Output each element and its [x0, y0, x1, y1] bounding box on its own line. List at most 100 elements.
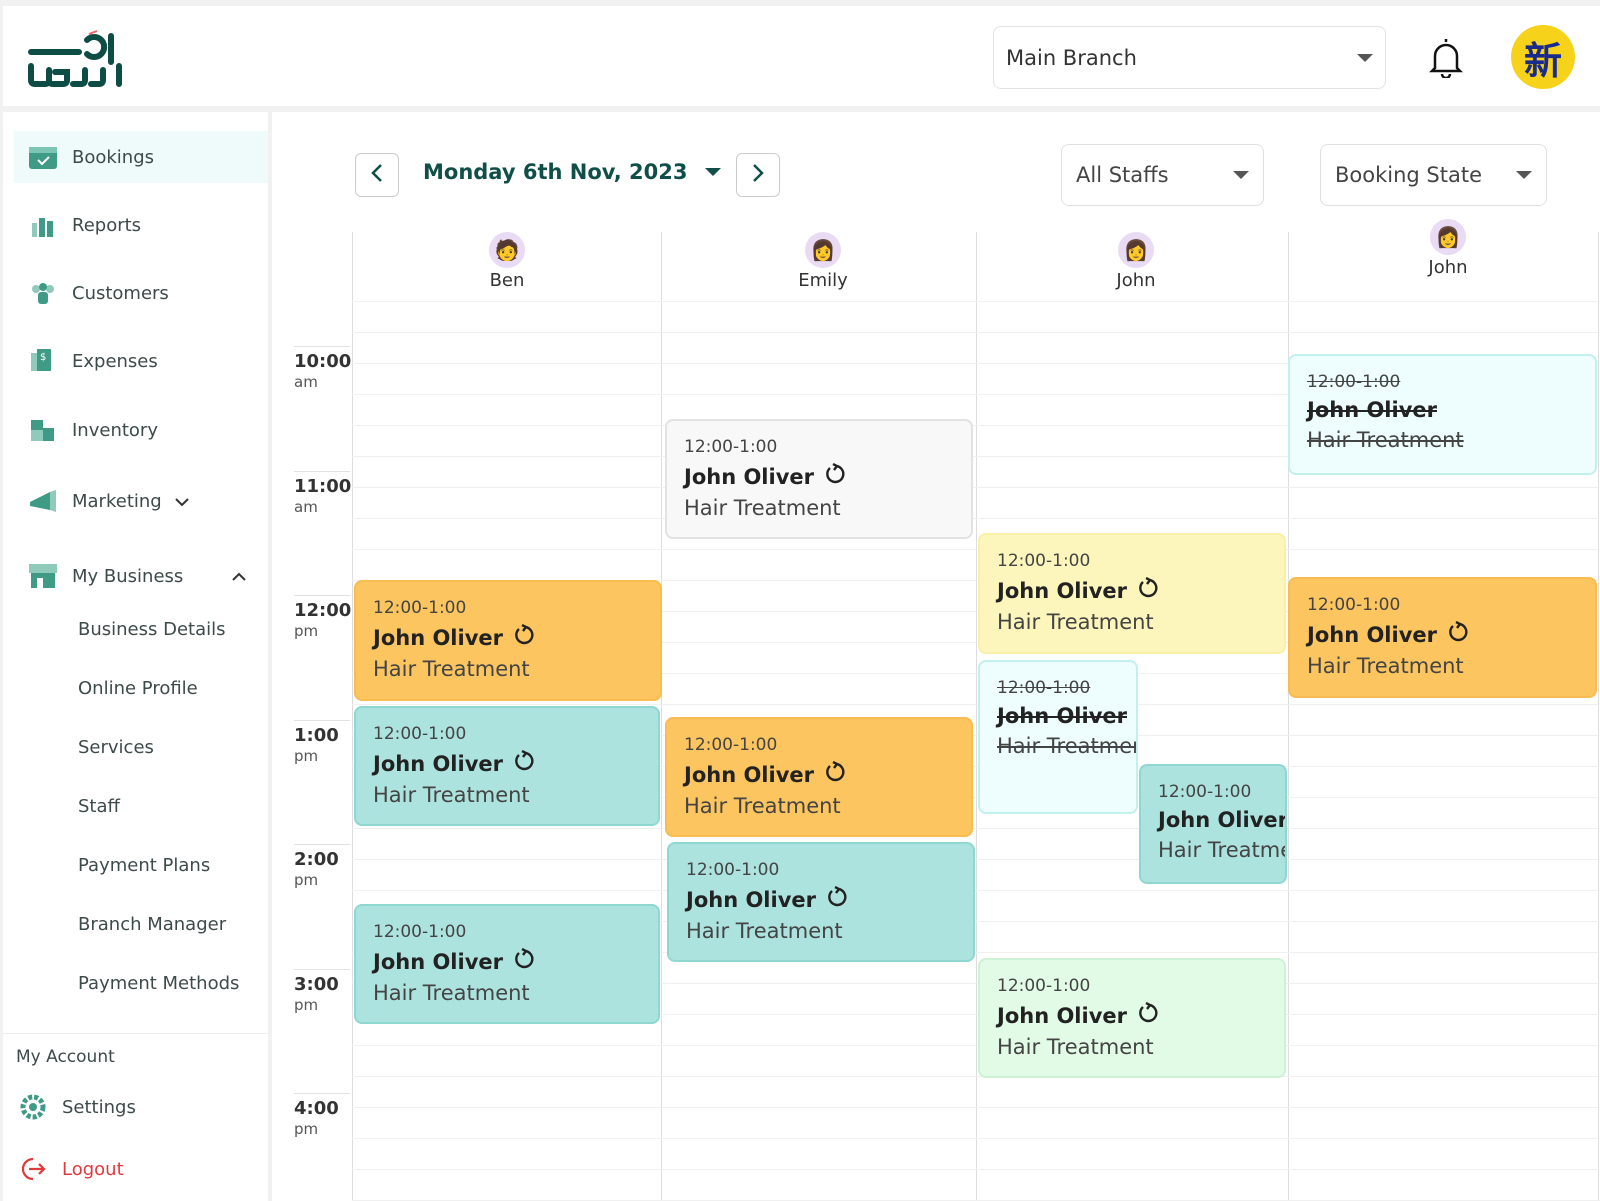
time-label: 3:00 pm — [294, 973, 339, 1015]
logout-icon — [18, 1156, 48, 1182]
caret-down-icon — [1516, 171, 1532, 179]
sidebar-sub-branch-manager[interactable]: Branch Manager — [78, 914, 227, 935]
booking-card[interactable]: 12:00-1:00 John Oliver Hair Treatment — [667, 842, 975, 962]
time-hour: 2:00 — [294, 849, 339, 870]
staff-name: John — [1116, 270, 1156, 291]
booking-card[interactable]: 12:00-1:00 John Oliver Hair Treatment — [665, 717, 973, 837]
chevron-left-icon — [371, 163, 383, 187]
booking-customer: John Oliver — [373, 625, 503, 650]
booking-time: 12:00-1:00 — [373, 724, 467, 744]
slot-line — [352, 425, 1600, 426]
booking-card[interactable]: 12:00-1:00 John Oliver Hair Treatment — [1288, 577, 1597, 698]
time-label: 11:00 am — [294, 475, 352, 517]
booking-time: 12:00-1:00 — [686, 860, 780, 880]
sidebar-item-bookings[interactable]: Bookings — [14, 131, 268, 183]
booking-customer: John Oliver — [684, 762, 814, 787]
sidebar-item-customers[interactable]: Customers — [14, 267, 268, 319]
slot-line — [352, 1076, 1600, 1077]
slot-line — [352, 704, 1600, 705]
recurring-icon — [513, 749, 535, 777]
sidebar-item-reports[interactable]: Reports — [14, 199, 268, 251]
booking-time: 12:00-1:00 — [1158, 782, 1252, 802]
date-picker[interactable]: Monday 6th Nov, 2023 — [423, 160, 722, 184]
sidebar-sub-business-details[interactable]: Business Details — [78, 619, 226, 640]
time-label: 1:00 pm — [294, 725, 339, 766]
booking-card[interactable]: 12:00-1:00 John Oliver Hair Treatment — [354, 580, 662, 701]
time-hour: 12:00 — [294, 600, 352, 621]
staff-header-emily[interactable]: 👩 Emily — [763, 232, 883, 291]
time-hour: 3:00 — [294, 973, 339, 995]
bell-icon[interactable] — [1428, 36, 1464, 82]
hour-line — [294, 844, 350, 845]
booking-card-cancelled[interactable]: 12:00-1:00 John Oliver Hair Treatment — [1288, 354, 1597, 475]
sidebar-item-settings[interactable]: Settings — [4, 1081, 258, 1133]
staff-filter[interactable]: All Staffs — [1061, 144, 1264, 206]
sidebar-item-label: Customers — [72, 282, 169, 304]
sidebar-item-inventory[interactable]: Inventory — [14, 404, 268, 456]
sidebar-item-expenses[interactable]: $ Expenses — [14, 335, 268, 387]
booking-card-cancelled[interactable]: 12:00-1:00 John Oliver Hair Treatment — [978, 660, 1138, 814]
staff-filter-label: All Staffs — [1076, 163, 1169, 187]
slot-line — [352, 518, 1600, 519]
booking-card[interactable]: 12:00-1:00 John Oliver Hair Treatment — [354, 904, 660, 1024]
booking-service: Hair Treatment — [684, 496, 841, 520]
recurring-icon — [1137, 1001, 1159, 1029]
recurring-icon — [826, 885, 848, 913]
booking-service: Hair Treatment — [686, 919, 843, 943]
recurring-icon — [824, 462, 846, 490]
slot-line — [352, 301, 1600, 302]
chevron-down-icon — [174, 491, 190, 512]
staff-header-john[interactable]: 👩 John — [1076, 232, 1196, 291]
column-divider — [661, 232, 662, 1201]
column-divider — [352, 232, 353, 1201]
my-account-heading: My Account — [16, 1047, 115, 1067]
staff-header-john-2[interactable]: 👩 John — [1388, 219, 1508, 278]
logo[interactable] — [27, 30, 127, 94]
sidebar-sub-payment-plans[interactable]: Payment Plans — [78, 855, 211, 876]
booking-state-filter[interactable]: Booking State — [1320, 144, 1547, 206]
sidebar-item-marketing[interactable]: Marketing — [14, 475, 268, 527]
slot-line — [352, 1107, 1600, 1108]
booking-service: Hair Treatment — [997, 734, 1136, 758]
booking-time: 12:00-1:00 — [684, 437, 778, 457]
staff-name: Ben — [489, 270, 525, 291]
sidebar-sub-services[interactable]: Services — [78, 737, 154, 758]
branch-select[interactable]: Main Branch — [993, 26, 1386, 89]
booking-state-label: Booking State — [1335, 163, 1482, 187]
slot-line — [352, 549, 1600, 550]
booking-service: Hair Treatment — [1307, 654, 1464, 678]
sidebar-divider — [3, 1033, 268, 1034]
sidebar-sub-staff[interactable]: Staff — [78, 796, 120, 817]
booking-card[interactable]: 12:00-1:00 John Oliver Hair Treatment — [978, 533, 1286, 654]
sidebar-item-label: My Business — [72, 565, 184, 587]
staff-header-ben[interactable]: 🧑 Ben — [447, 232, 567, 291]
sidebar-sub-online-profile[interactable]: Online Profile — [78, 678, 198, 699]
sidebar-item-my-business[interactable]: My Business — [14, 550, 268, 602]
booking-card[interactable]: 12:00-1:00 John Oliver Hair Treatment — [354, 706, 660, 826]
booking-time: 12:00-1:00 — [1307, 372, 1401, 392]
slot-line — [352, 1169, 1600, 1170]
booking-customer-row: John Oliver — [373, 947, 641, 975]
booking-card[interactable]: 12:00-1:00 John Oliver Hair Treatment — [1139, 764, 1287, 884]
time-label: 4:00 pm — [294, 1099, 339, 1139]
booking-customer: John Oliver — [997, 1003, 1127, 1028]
column-divider — [1288, 232, 1289, 1201]
sidebar-sub-payment-methods[interactable]: Payment Methods — [78, 973, 240, 994]
booking-customer: John Oliver — [997, 704, 1127, 728]
booking-service: Hair Treatment — [373, 783, 530, 807]
next-day-button[interactable] — [736, 153, 780, 197]
recurring-icon — [513, 623, 535, 651]
slot-line — [352, 487, 1600, 488]
booking-card[interactable]: 12:00-1:00 John Oliver Hair Treatment — [978, 958, 1286, 1078]
chevron-right-icon — [752, 163, 764, 187]
user-avatar[interactable]: 新 — [1511, 25, 1575, 89]
booking-customer: John Oliver — [1307, 622, 1437, 647]
slot-line — [352, 828, 1600, 829]
receipt-icon: $ — [28, 348, 58, 374]
prev-day-button[interactable] — [355, 153, 399, 197]
column-divider — [976, 232, 977, 1201]
booking-customer: John Oliver — [1158, 808, 1287, 832]
logout-button[interactable]: Logout — [4, 1143, 258, 1195]
time-hour: 11:00 — [294, 475, 352, 497]
booking-card[interactable]: 12:00-1:00 John Oliver Hair Treatment — [665, 419, 973, 539]
